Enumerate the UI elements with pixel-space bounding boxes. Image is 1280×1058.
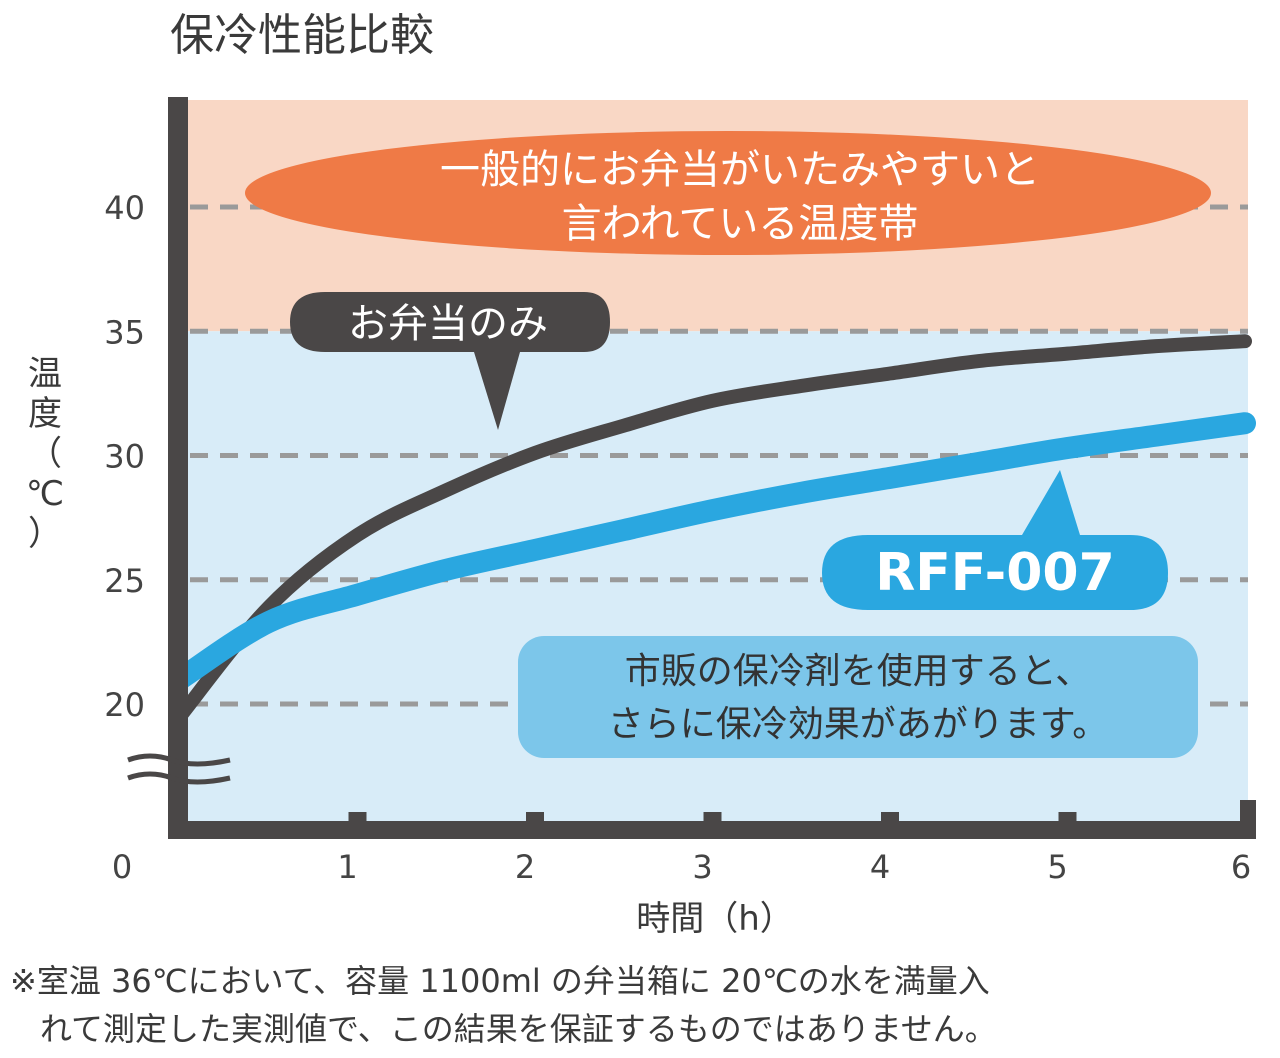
danger-zone-callout <box>245 131 1211 255</box>
y-axis-label: 温度（℃） <box>26 354 64 554</box>
y-tick-label-20: 20 <box>104 686 145 724</box>
y-tick-label-25: 25 <box>104 562 145 600</box>
rff-007-callout <box>822 470 1168 610</box>
annotation-line-2: さらに保冷効果があがります。 <box>608 704 1108 745</box>
series-line-rff-007 <box>169 412 1256 691</box>
cold-pack-annotation-box <box>518 636 1198 758</box>
axis-break-mark-bottom <box>127 771 231 785</box>
x-tick-label-3: 3 <box>692 848 712 886</box>
series-label-rff-007: RFF-007 <box>875 543 1115 603</box>
footnote-line-2: れて測定した実測値で、この結果を保証するものではありません。 <box>40 1010 997 1048</box>
x-origin-label: 0 <box>112 848 132 886</box>
y-axis-label-char-4: ） <box>28 514 62 554</box>
danger-zone-label-line-1: 一般的にお弁当がいたみやすいと <box>440 147 1040 193</box>
y-tick-label-30: 30 <box>104 438 145 476</box>
x-tick-label-1: 1 <box>337 848 357 886</box>
y-axis-label-char-2: （ <box>28 434 62 474</box>
x-tick-label-5: 5 <box>1047 848 1067 886</box>
y-axis-label-char-1: 度 <box>28 394 62 434</box>
y-axis-label-char-3: ℃ <box>26 474 64 514</box>
y-axis-label-char-0: 温 <box>28 354 62 394</box>
x-tick-label-4: 4 <box>870 848 890 886</box>
footnote-line-1: ※室温 36℃において、容量 1100ml の弁当箱に 20℃の水を満量入 <box>10 962 990 1000</box>
bento-only-callout <box>290 292 610 430</box>
x-tick-label-6: 6 <box>1231 848 1251 886</box>
x-tick-label-2: 2 <box>515 848 535 886</box>
y-tick-label-35: 35 <box>104 313 145 351</box>
annotation-line-1: 市販の保冷剤を使用すると、 <box>625 651 1092 692</box>
y-tick-label-40: 40 <box>104 189 145 227</box>
danger-zone-label-line-2: 言われている温度帯 <box>562 201 919 247</box>
series-label-bento-only: お弁当のみ <box>348 301 548 347</box>
axis-break-mark-top <box>127 753 231 767</box>
series-line-bento-only <box>173 334 1252 724</box>
x-axis-label: 時間（h） <box>636 899 794 939</box>
chart-title: 保冷性能比較 <box>170 10 434 61</box>
